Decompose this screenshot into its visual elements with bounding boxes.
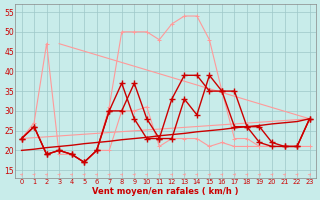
X-axis label: Vent moyen/en rafales ( km/h ): Vent moyen/en rafales ( km/h ) (92, 187, 239, 196)
